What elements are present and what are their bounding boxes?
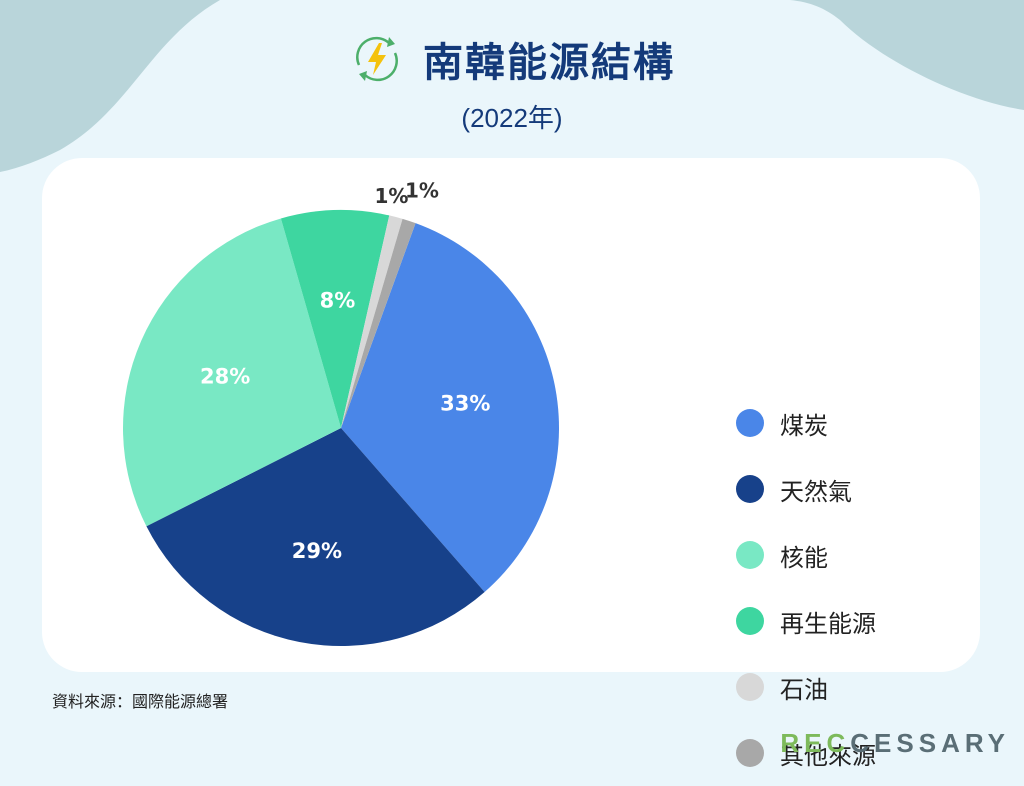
- legend-swatch-1: [736, 475, 764, 503]
- pie-slice-0: [341, 223, 559, 593]
- legend-label-3: 再生能源: [780, 609, 876, 638]
- legend-swatch-3: [736, 607, 764, 635]
- legend-label-2: 核能: [780, 543, 828, 572]
- brand-logo: RECCESSARY: [780, 728, 1010, 759]
- legend-item-5: 其他來源: [736, 720, 876, 786]
- pie-slice-2: [123, 218, 341, 527]
- legend-swatch-4: [736, 673, 764, 701]
- chart-card: 33% 29% 28% 8% 1% 1% 煤炭天然氣核能再生能源石油其他來源: [42, 158, 980, 770]
- legend-swatch-5: [736, 739, 764, 767]
- slice-label-2: 28%: [200, 364, 250, 388]
- pie-slice-3: [280, 210, 390, 428]
- legend-label-0: 煤炭: [780, 411, 828, 440]
- legend-item-3: 再生能源: [736, 588, 876, 654]
- pie-slice-1: [146, 428, 485, 646]
- brand-part-2: CESSARY: [850, 728, 1010, 758]
- lightning-recycle-icon: [356, 36, 398, 82]
- title-row: 南韓能源結構: [0, 30, 1024, 88]
- legend-item-2: 核能: [736, 522, 876, 588]
- slice-label-0: 33%: [440, 392, 490, 416]
- legend-item-1: 天然氣: [736, 456, 876, 522]
- legend-label-5: 其他來源: [780, 741, 876, 770]
- legend-label-4: 石油: [780, 675, 828, 704]
- legend-swatch-0: [736, 409, 764, 437]
- slice-label-3: 8%: [320, 289, 356, 313]
- pie-slice-5: [341, 218, 416, 428]
- slice-label-1: 29%: [292, 539, 342, 563]
- pie-slice-4: [341, 215, 403, 428]
- legend-item-0: 煤炭: [736, 390, 876, 456]
- legend-swatch-2: [736, 541, 764, 569]
- legend: 煤炭天然氣核能再生能源石油其他來源: [736, 390, 876, 786]
- brand-part-1: REC: [780, 728, 851, 758]
- legend-label-1: 天然氣: [780, 477, 852, 506]
- slice-label-5: 1%: [405, 179, 439, 203]
- legend-item-4: 石油: [736, 654, 876, 720]
- slice-label-4: 1%: [375, 184, 409, 208]
- chart-title: 南韓能源結構: [423, 40, 675, 86]
- pie-chart: 33% 29% 28% 8% 1%1%: [123, 179, 559, 646]
- source-note: 資料來源：國際能源總署: [52, 692, 229, 711]
- chart-subtitle: (2022年): [461, 103, 563, 133]
- background-wave: [0, 0, 1024, 172]
- header: 南韓能源結構 (2022年): [0, 30, 1024, 135]
